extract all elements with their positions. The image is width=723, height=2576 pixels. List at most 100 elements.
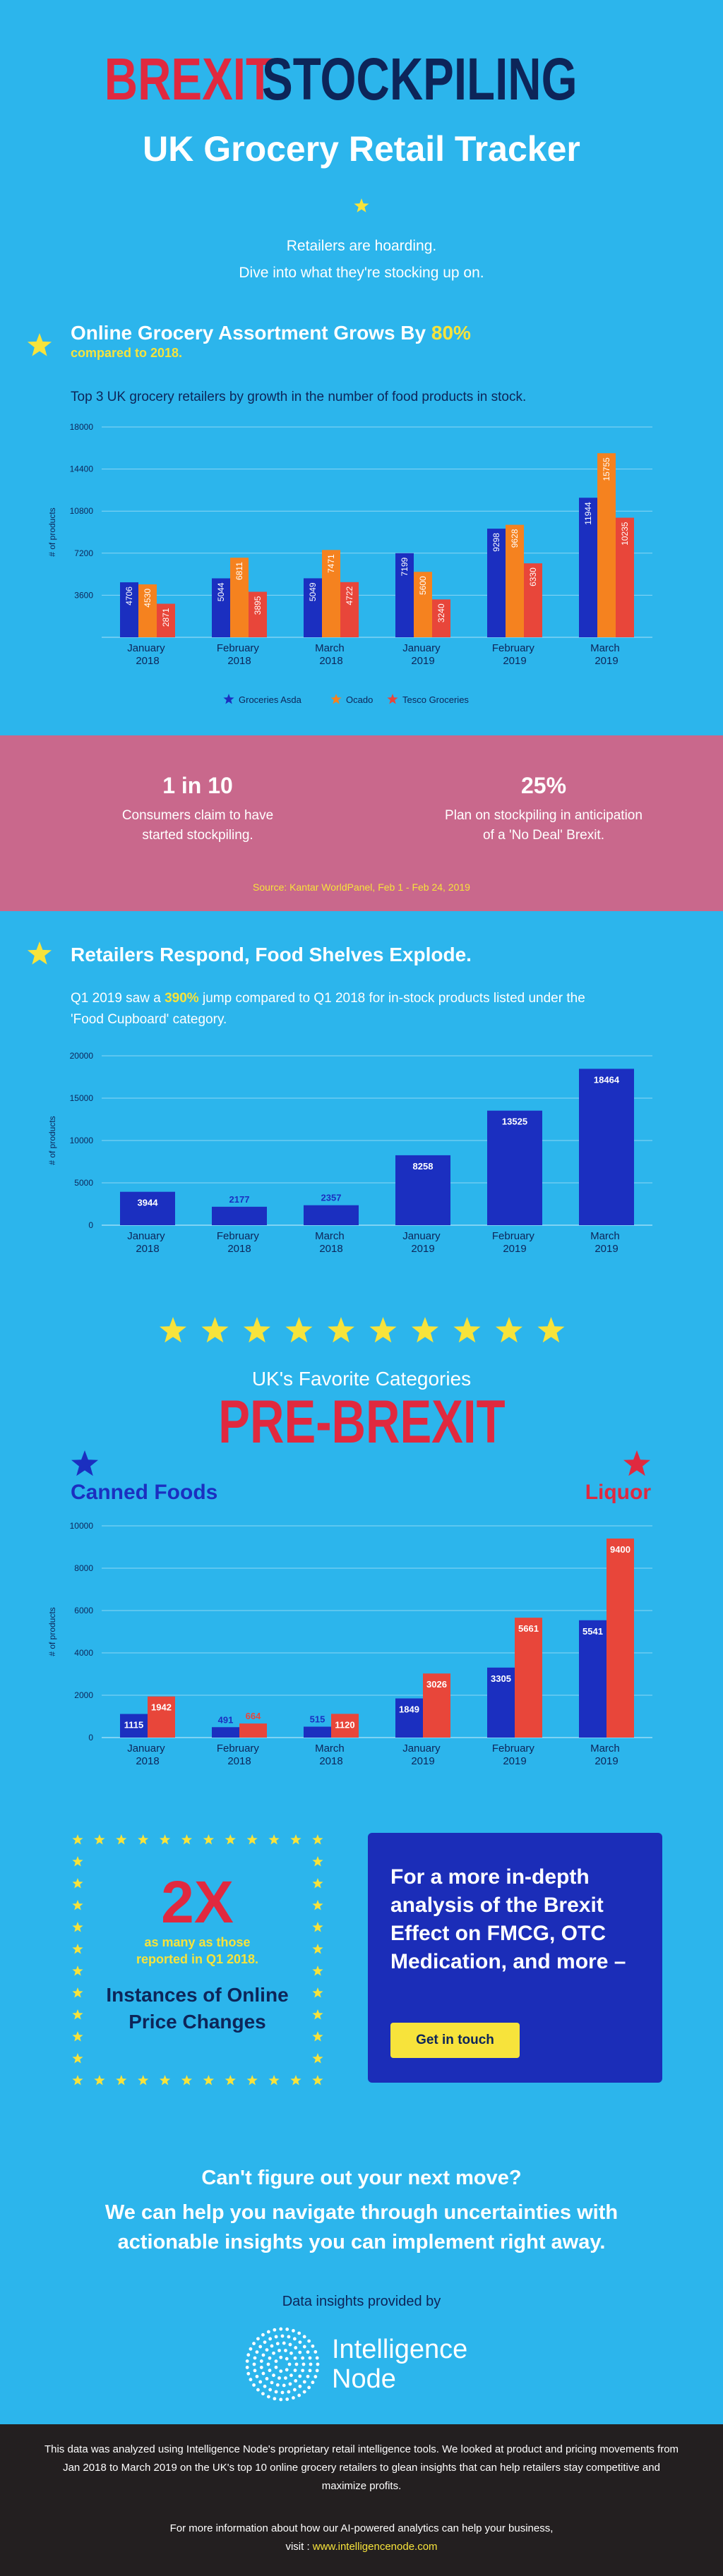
star-icon [312,2053,323,2064]
stat: 1 in 10 Consumers claim to have started … [92,773,304,845]
value-label: 5044 [216,582,226,601]
legend-marker [330,694,342,704]
note: as many as those reported in Q1 2018. [136,1935,259,1966]
star-icon [312,1944,323,1954]
logo-dot [261,2333,265,2337]
source: Source: Kantar WorldPanel, Feb 1 - Feb 2… [253,881,470,893]
logo-dot [253,2369,257,2373]
bar [487,1667,515,1738]
star-icon [94,1834,105,1845]
star-icon [94,2075,105,2086]
logo-dot [274,2335,278,2339]
logo-dot [292,2337,297,2341]
logo-dot [313,2350,318,2354]
logo-dot [270,2381,274,2385]
value-label: 10235 [620,522,630,546]
closing-question: Can't figure out your next move? [201,2167,522,2189]
y-tick-label: 8000 [74,1563,93,1573]
y-tick-label: 4000 [74,1648,93,1658]
x-tick-label: February 2019 [492,1230,537,1255]
description-text: jump compared to Q1 2018 for in-stock pr… [71,991,585,1027]
star-icon [312,2009,323,2020]
logo-dot [253,2356,257,2360]
logo-dot [307,2385,311,2390]
value-label: 18464 [594,1074,620,1085]
value-label: 7199 [400,557,410,576]
logo-dot [301,2356,305,2360]
footer-link[interactable]: www.intelligencenode.com [312,2541,438,2553]
cta-button[interactable]: Get in touch [390,2023,520,2058]
star-icon [312,2075,323,2086]
bar [331,1714,359,1738]
bar [487,529,506,637]
value-label: 5049 [308,582,318,601]
bar [304,578,322,637]
logo-dot [292,2396,295,2400]
x-tick-label: January 2018 [127,1743,168,1767]
logo-dot [255,2350,259,2354]
title-part: BREXIT [104,46,275,112]
logo-dot [268,2388,273,2392]
main-title: BREXIT STOCKPILING [0,49,723,109]
star-icon [72,2031,83,2042]
logo-dot [284,2376,287,2380]
logo-dot [285,2397,289,2401]
logo-dot [316,2362,320,2366]
star-icon [312,1834,323,1845]
y-tick-label: 14400 [70,464,94,474]
footer-band [0,2424,723,2576]
y-tick-label: 3600 [74,590,93,600]
logo-dot [273,2397,277,2401]
bar [616,517,634,637]
value-label: 4530 [143,589,153,608]
bar [414,572,432,637]
logo-dot [266,2330,270,2334]
logo-dot [261,2371,265,2376]
star-icon [72,2009,83,2020]
tagline-line: Retailers are hoarding. [286,238,437,254]
star-icon [268,1834,280,1845]
logo-dot [311,2381,315,2385]
bar [506,524,524,637]
logo-dot [311,2344,315,2348]
logo-dot [274,2390,278,2394]
star-icon [116,2075,127,2086]
logo-dot [298,2350,302,2354]
x-tick-label: February 2018 [217,642,262,667]
logo-dot [246,2353,251,2357]
logo-dot [261,2353,265,2357]
value-label: 15755 [602,457,611,481]
star-icon [160,1317,186,1343]
logo-dot [309,2362,313,2366]
stats-band [0,735,723,911]
logo-dot [256,2388,260,2392]
logo-dot [246,2371,251,2376]
logo-dot [297,2331,301,2335]
logo-dot [307,2339,311,2343]
logo-dot [258,2345,263,2349]
logo-dot [252,2342,256,2346]
label: Instances of Online Price Changes [106,1984,289,2033]
star-icon [138,2075,149,2086]
bar [423,1673,450,1738]
star-icon [312,2031,323,2042]
star-icon [244,1317,270,1343]
logo-dot [301,2369,305,2373]
bar [120,1714,148,1738]
logo-dot [266,2395,270,2399]
logo-dot [285,2368,289,2372]
stat-figure: 1 in 10 [162,773,233,798]
y-tick-label: 7200 [74,548,93,558]
logo-dot [284,2349,287,2352]
logo-dot [256,2337,260,2341]
bar [579,1620,607,1738]
legend-marker [223,694,234,704]
logo-dot [279,2397,283,2402]
star-icon [312,1856,323,1867]
y-tick-label: 15000 [70,1093,94,1103]
logo-dot [280,2390,285,2395]
logo-dot [265,2377,269,2381]
bar [304,1205,359,1225]
star-icon [312,1987,323,1998]
